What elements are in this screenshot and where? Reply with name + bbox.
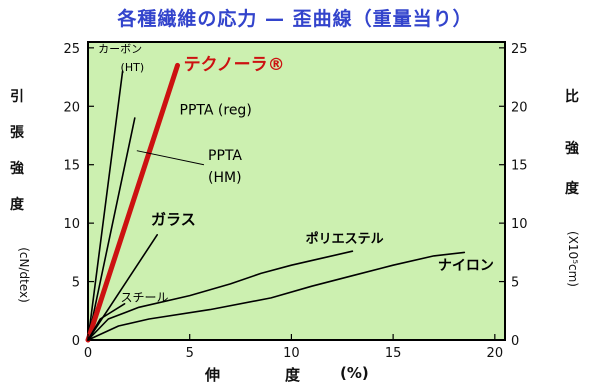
series-line-6 — [87, 302, 126, 341]
right-tick-label-2: 5 — [511, 276, 519, 291]
right-axis-char-1: 比 — [565, 89, 579, 105]
ppta-hm-leader-line — [136, 150, 205, 166]
series-annotation-4: PPTA (reg) — [180, 102, 252, 118]
x-axis-char-1: 伸 — [205, 366, 221, 384]
x-tick-label-5: 20 — [487, 346, 504, 361]
x-axis-char-3: (%) — [340, 364, 369, 382]
right-axis-char-2: 強 — [565, 141, 579, 157]
series-line-5 — [87, 234, 158, 341]
series-line-4 — [85, 62, 180, 343]
x-axis-char-2: 度 — [285, 366, 301, 384]
left-axis-char-3: 強 — [10, 161, 24, 177]
annotation-layer: カーボン (HT) テクノーラ® PPTA (reg) PPTA (HM) ガラスポリエステ… — [98, 43, 494, 305]
y-tick-label-5: 20 — [63, 100, 80, 115]
series-annotation-10: ナイロン — [438, 258, 494, 274]
x-tick-label-2: 5 — [186, 346, 194, 361]
chart-title: 各種繊維の応力 — 歪曲線（重量当り） — [117, 8, 473, 30]
x-tick-label-1: 0 — [84, 346, 92, 361]
series-line-7 — [87, 250, 354, 341]
right-tick-label-5: 20 — [511, 100, 528, 115]
right-tick-label-3: 10 — [511, 217, 528, 232]
series-annotation-6: (HM) — [208, 170, 242, 186]
series-annotation-2: (HT) — [121, 61, 145, 74]
series-line-2 — [87, 117, 136, 341]
right-axis-char-3: 度 — [565, 181, 579, 197]
series-annotation-1: カーボン — [98, 43, 142, 56]
series-annotation-7: ガラス — [151, 210, 196, 228]
x-tick-label-4: 15 — [385, 346, 402, 361]
ticks-layer: 0 5 10 15 20 0 5 10 15 20 25 0 5 10 15 20 25 — [63, 42, 527, 361]
left-axis-unit: (cN/dtex) — [17, 247, 31, 303]
series-line-8 — [87, 251, 466, 341]
y-tick-label-1: 0 — [72, 334, 80, 349]
left-axis-char-4: 度 — [10, 197, 24, 213]
right-tick-label-1: 0 — [511, 334, 519, 349]
y-tick-label-6: 25 — [63, 42, 80, 57]
right-tick-label-6: 25 — [511, 42, 528, 57]
series-annotation-9: スチール — [121, 290, 169, 304]
series-layer — [85, 62, 466, 343]
x-tick-label-3: 10 — [283, 346, 300, 361]
right-axis-unit: (X10⁵cm) — [566, 231, 580, 287]
y-tick-label-2: 5 — [72, 276, 80, 291]
left-axis-char-2: 張 — [10, 125, 24, 141]
series-annotation-5: PPTA — [208, 148, 242, 164]
series-annotation-8: ポリエステル — [306, 231, 384, 247]
left-axis-char-1: 引 — [10, 89, 24, 105]
y-tick-label-4: 15 — [63, 159, 80, 174]
y-tick-label-3: 10 — [63, 217, 80, 232]
right-tick-label-4: 15 — [511, 159, 528, 174]
series-annotation-3: テクノーラ® — [184, 55, 285, 75]
series-line-1 — [87, 70, 124, 341]
